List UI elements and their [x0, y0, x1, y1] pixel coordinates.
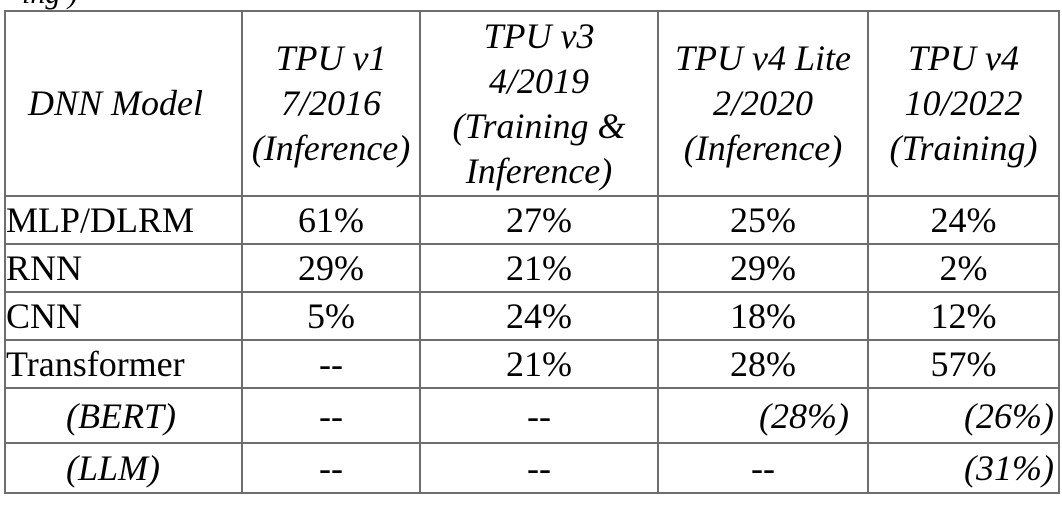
header-line: 10/2022 — [904, 83, 1023, 123]
table-row: (BERT) -- -- (28%) (26%) — [4, 387, 1060, 444]
table-cell: 21% — [419, 339, 659, 389]
row-label: MLP/DLRM — [4, 195, 243, 245]
header-line: (Training & — [452, 105, 626, 146]
table-cell: (31%) — [867, 442, 1060, 494]
header-line: (Training) — [889, 128, 1038, 168]
table-cell: 28% — [657, 339, 869, 389]
table-cell: -- — [657, 442, 869, 494]
row-label: Transformer — [4, 339, 243, 389]
dnn-workload-table: DNN Model TPU v1 7/2016 (Inference) TPU … — [4, 10, 1060, 494]
table-cell: 57% — [867, 339, 1060, 389]
row-label: (BERT) — [4, 387, 243, 444]
row-label: (LLM) — [4, 442, 243, 494]
header-line: 7/2016 — [280, 83, 381, 123]
caption-text: ing ) — [22, 0, 78, 10]
table-cell: -- — [419, 442, 659, 494]
table-row: (LLM) -- -- -- (31%) — [4, 442, 1060, 494]
table-cell: (28%) — [657, 387, 869, 444]
header-line: Inference) — [465, 150, 613, 191]
header-tpu-v3: TPU v3 4/2019 (Training & Inference) — [419, 10, 659, 197]
table-cell: 18% — [657, 291, 869, 341]
table-cell: 5% — [241, 291, 421, 341]
header-line: TPU v1 — [275, 38, 387, 78]
header-line: TPU v3 — [483, 15, 595, 56]
header-line: (Inference) — [251, 128, 411, 168]
header-tpu-v1: TPU v1 7/2016 (Inference) — [241, 10, 421, 197]
table-row: RNN 29% 21% 29% 2% — [4, 243, 1060, 293]
table-cell: 24% — [419, 291, 659, 341]
header-line: (Inference) — [683, 128, 843, 168]
row-label: RNN — [4, 243, 243, 293]
table-cell: (26%) — [867, 387, 1060, 444]
header-dnn-model: DNN Model — [4, 10, 243, 197]
table-cell: 27% — [419, 195, 659, 245]
header-tpu-v4-lite: TPU v4 Lite 2/2020 (Inference) — [657, 10, 869, 197]
header-line: 2/2020 — [712, 83, 813, 123]
table-cell: -- — [241, 339, 421, 389]
table-header-row: DNN Model TPU v1 7/2016 (Inference) TPU … — [4, 10, 1060, 197]
table-cell: 2% — [867, 243, 1060, 293]
table-cell: 61% — [241, 195, 421, 245]
table-cell: 25% — [657, 195, 869, 245]
table-row: MLP/DLRM 61% 27% 25% 24% — [4, 195, 1060, 245]
table-cell: 21% — [419, 243, 659, 293]
table-cell: -- — [241, 387, 421, 444]
header-line: TPU v4 Lite — [675, 38, 851, 78]
table-cell: 29% — [241, 243, 421, 293]
header-line: TPU v4 — [908, 38, 1019, 78]
table-row: CNN 5% 24% 18% 12% — [4, 291, 1060, 341]
table-cell: 29% — [657, 243, 869, 293]
header-line: DNN Model — [28, 83, 203, 123]
header-tpu-v4: TPU v4 10/2022 (Training) — [867, 10, 1060, 197]
row-label: CNN — [4, 291, 243, 341]
table-cell: -- — [241, 442, 421, 494]
table-cell: -- — [419, 387, 659, 444]
header-line: 4/2019 — [488, 60, 589, 101]
cropped-caption-fragment: ing ) — [0, 0, 1062, 10]
table-cell: 24% — [867, 195, 1060, 245]
table-row: Transformer -- 21% 28% 57% — [4, 339, 1060, 389]
table-cell: 12% — [867, 291, 1060, 341]
